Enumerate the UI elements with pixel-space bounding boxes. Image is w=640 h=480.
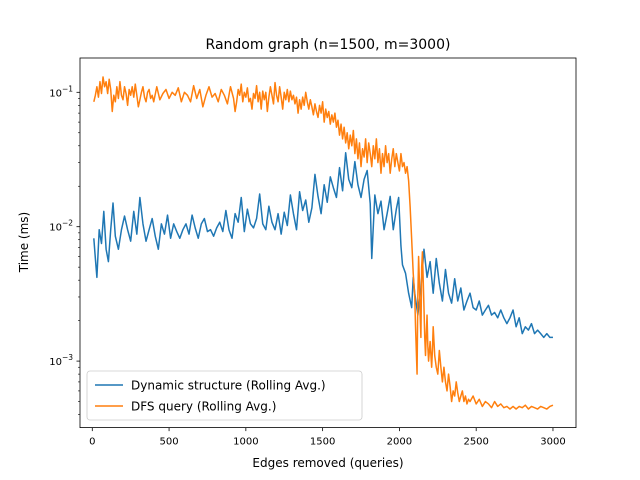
plot-lines xyxy=(93,76,554,410)
axis-ticks: 0 500 1000 1500 2000 2500 3000 10−3 10−2 10−1 xyxy=(49,84,565,447)
series-line-dynamic-structure-rolling-avg xyxy=(93,152,553,339)
x-axis-label: Edges removed (queries) xyxy=(252,456,403,470)
y-tick-label: 10−1 xyxy=(49,84,73,99)
y-axis-label: Time (ms) xyxy=(17,212,31,274)
x-tick-label: 500 xyxy=(160,437,179,448)
x-tick-label: 0 xyxy=(89,437,95,448)
legend: Dynamic structure (Rolling Avg.) DFS que… xyxy=(86,370,363,421)
x-tick-label: 2500 xyxy=(463,437,488,448)
x-tick-label: 1000 xyxy=(233,437,258,448)
chart-title: Random graph (n=1500, m=3000) xyxy=(206,37,451,53)
x-tick-label: 3000 xyxy=(540,437,565,448)
y-tick-label: 10−2 xyxy=(49,219,73,234)
axes-frame xyxy=(79,57,577,429)
series-line-dfs-query-rolling-avg xyxy=(93,76,554,410)
legend-label-dfs-query: DFS query (Rolling Avg.) xyxy=(131,400,276,414)
legend-label-dynamic-structure: Dynamic structure (Rolling Avg.) xyxy=(131,379,326,393)
y-tick-label: 10−3 xyxy=(49,353,73,368)
x-tick-label: 2000 xyxy=(387,437,412,448)
x-tick-label: 1500 xyxy=(310,437,335,448)
legend-box xyxy=(86,370,363,421)
